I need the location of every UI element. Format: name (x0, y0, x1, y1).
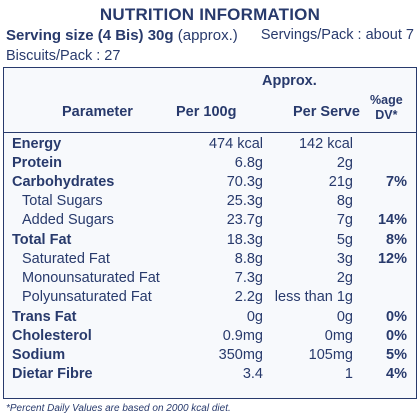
nutrient-row: Carbohydrates 70.3g 21g 7% (0, 174, 420, 193)
nutrient-row: Polyunsaturated Fat 2.2g less than 1g (0, 289, 420, 308)
nutrient-row: Energy 474 kcal 142 kcal (0, 136, 420, 155)
nutrient-row: Added Sugars 23.7g 7g 14% (0, 212, 420, 231)
per-serve-value: 8g (336, 193, 353, 209)
per-serve-value: 5g (336, 232, 353, 248)
per-serve-value: 2g (336, 155, 353, 171)
daily-value-percent: 0% (386, 328, 407, 344)
nutrient-row: Saturated Fat 8.8g 3g 12% (0, 251, 420, 270)
daily-value-percent: 7% (386, 174, 407, 190)
header-approx: Approx. (262, 73, 317, 89)
per-serve-value: 3g (336, 251, 353, 267)
nutrient-name: Total Fat (12, 232, 72, 248)
nutrient-row: Dietar Fibre 3.4 1 4% (0, 366, 420, 385)
per-100g-value: 7.3g (234, 270, 263, 286)
nutrient-name: Monounsaturated Fat (22, 270, 160, 286)
per-serve-value: 21g (328, 174, 353, 190)
per-serve-value: 2g (336, 270, 353, 286)
per-serve-value: 0mg (324, 328, 353, 344)
per-100g-value: 3.4 (242, 366, 263, 382)
header-divider (3, 132, 417, 133)
per-100g-value: 0.9mg (222, 328, 263, 344)
nutrient-row: Protein 6.8g 2g (0, 155, 420, 174)
biscuits-per-pack: Biscuits/Pack : 27 (6, 48, 121, 64)
per-serve-value: 1 (344, 366, 353, 382)
per-100g-value: 350mg (218, 347, 263, 363)
header-per-100g: Per 100g (176, 104, 237, 120)
nutrient-name: Sodium (12, 347, 66, 363)
daily-value-percent: 0% (386, 309, 407, 325)
serving-size: Serving size (4 Bis) 30g (approx.) (6, 27, 238, 44)
nutrient-row: Total Sugars 25.3g 8g (0, 193, 420, 212)
per-100g-value: 474 kcal (208, 136, 263, 152)
per-100g-value: 0g (246, 309, 263, 325)
header-parameter: Parameter (62, 104, 133, 120)
per-100g-value: 23.7g (226, 212, 263, 228)
nutrient-row: Cholesterol 0.9mg 0mg 0% (0, 328, 420, 347)
header-daily-value: %age DV* (370, 93, 403, 123)
serving-size-approx: (approx.) (177, 27, 238, 44)
daily-value-percent: 14% (377, 212, 407, 228)
header-per-serve: Per Serve (293, 104, 360, 120)
serving-size-value: Serving size (4 Bis) 30g (6, 27, 174, 44)
servings-per-pack: Servings/Pack : about 7 (260, 27, 414, 43)
nutrient-row: Sodium 350mg 105mg 5% (0, 347, 420, 366)
per-serve-value: 7g (336, 212, 353, 228)
per-100g-value: 18.3g (226, 232, 263, 248)
per-100g-value: 8.8g (234, 251, 263, 267)
per-serve-value: 142 kcal (298, 136, 353, 152)
nutrient-name: Protein (12, 155, 62, 171)
nutrient-name: Added Sugars (22, 212, 114, 228)
per-100g-value: 2.2g (234, 289, 263, 305)
per-serve-value: 105mg (308, 347, 353, 363)
nutrient-name: Energy (12, 136, 62, 152)
per-serve-value: 0g (336, 309, 353, 325)
nutrient-row: Monounsaturated Fat 7.3g 2g (0, 270, 420, 289)
label-title: NUTRITION INFORMATION (99, 5, 321, 24)
header-dv-line2: DV* (375, 108, 398, 122)
per-serve-value: less than 1g (274, 289, 353, 305)
nutrient-name: Saturated Fat (22, 251, 110, 267)
daily-value-percent: 12% (377, 251, 407, 267)
per-100g-value: 70.3g (226, 174, 263, 190)
daily-value-percent: 5% (386, 347, 407, 363)
header-dv-line1: %age (370, 93, 403, 107)
nutrient-row: Trans Fat 0g 0g 0% (0, 309, 420, 328)
nutrient-row: Total Fat 18.3g 5g 8% (0, 232, 420, 251)
nutrient-name: Dietar Fibre (12, 366, 93, 382)
nutrient-name: Carbohydrates (12, 174, 115, 190)
per-100g-value: 6.8g (234, 155, 263, 171)
nutrient-name: Polyunsaturated Fat (22, 289, 152, 305)
daily-value-percent: 4% (386, 366, 407, 382)
nutrient-name: Cholesterol (12, 328, 92, 344)
footnote: *Percent Daily Values are based on 2000 … (6, 403, 231, 414)
per-100g-value: 25.3g (226, 193, 263, 209)
nutrition-table (3, 67, 417, 399)
nutrient-name: Trans Fat (12, 309, 77, 325)
nutrient-name: Total Sugars (22, 193, 103, 209)
daily-value-percent: 8% (386, 232, 407, 248)
